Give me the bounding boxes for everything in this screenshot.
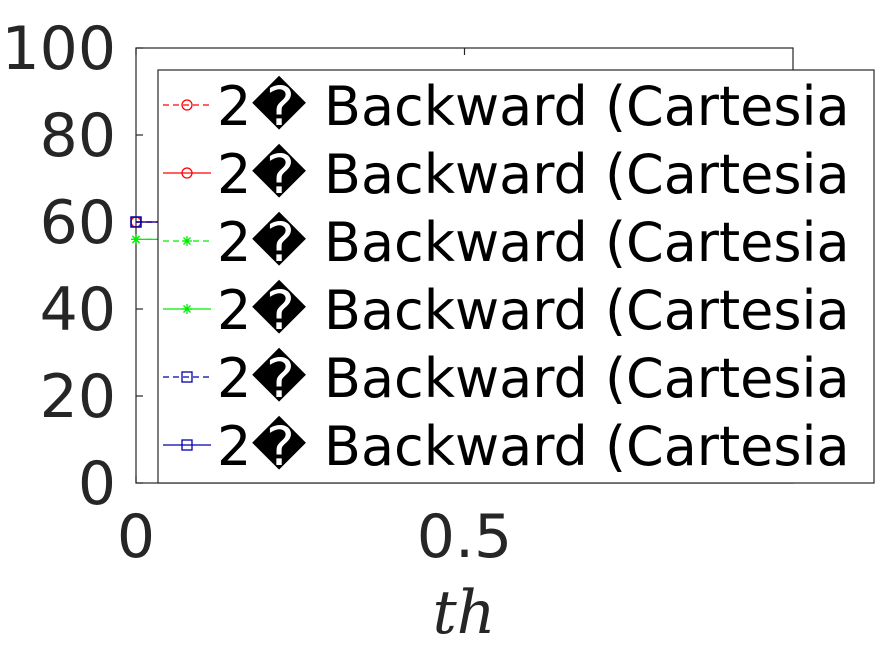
legend-box [157,69,875,484]
y-tick-label: 20 [40,362,116,432]
legend-entry-label: 2� Backward (Cartesia [217,415,850,478]
y-tick-label: 100 [1,14,116,84]
legend-swatch-marker [181,167,193,179]
legend-swatch-marker [181,439,193,451]
series-point-4 [131,234,141,245]
y-tick-label: 40 [40,275,116,345]
legend-swatch-marker [181,371,193,383]
legend-swatch-marker [182,236,192,246]
legend-entry-label: 2� Backward (Cartesia [217,143,850,206]
legend-swatch-marker [182,304,192,314]
y-tick-label: 60 [40,188,116,258]
x-axis-label: th [433,578,496,648]
x-tick-label: 0.5 [417,502,512,572]
legend-entry-label: 2� Backward (Cartesia [217,211,850,274]
legend-entry-label: 2� Backward (Cartesia [217,347,850,410]
y-tick-label: 0 [78,449,116,519]
x-tick-label: 0 [117,502,155,572]
series-point-6 [130,216,142,228]
legend-entry-label: 2� Backward (Cartesia [217,75,850,138]
y-tick-label: 80 [40,101,116,171]
legend-entry-label: 2� Backward (Cartesia [217,279,850,342]
legend-swatch-marker [181,99,193,111]
